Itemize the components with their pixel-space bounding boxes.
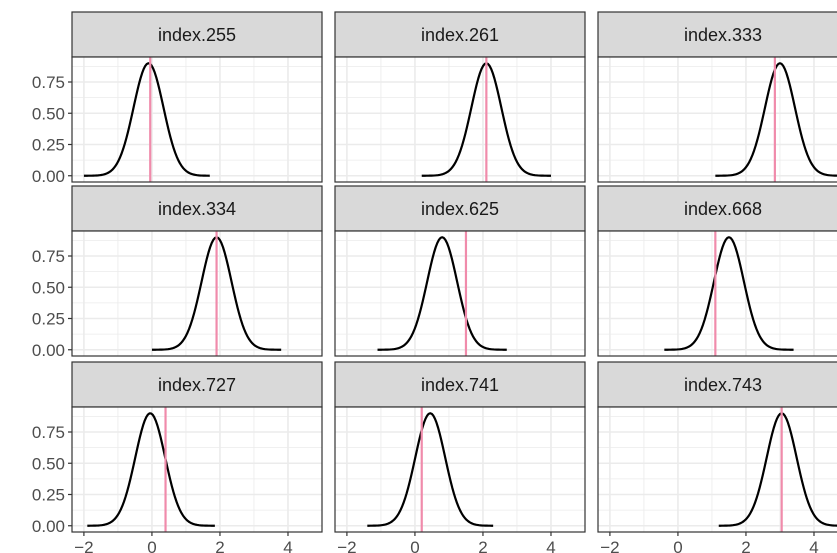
x-tick-label: 2 xyxy=(215,538,224,553)
y-tick-label: 0.00 xyxy=(32,167,65,186)
facet-strip-label: index.255 xyxy=(158,25,236,45)
x-tick-label: 2 xyxy=(741,538,750,553)
facet-strip-label: index.261 xyxy=(421,25,499,45)
x-tick-label: −2 xyxy=(74,538,93,553)
panel-background xyxy=(335,57,585,182)
facet-index-727: index.727 0.00 0.25 0.50 0.75 −2 0 2 4 xyxy=(32,362,322,553)
x-tick-label: 0 xyxy=(673,538,682,553)
y-tick-label: 0.75 xyxy=(32,423,65,442)
facet-strip-label: index.727 xyxy=(158,375,236,395)
y-tick-label: 0.00 xyxy=(32,517,65,536)
panel-background xyxy=(72,57,322,182)
y-tick-label: 0.00 xyxy=(32,341,65,360)
x-tick-label: −2 xyxy=(337,538,356,553)
facet-index-741: index.741 −2 0 2 4 xyxy=(335,362,585,553)
facet-index-333: index.333 xyxy=(598,12,837,182)
facet-strip-label: index.743 xyxy=(684,375,762,395)
x-tick-label: 0 xyxy=(147,538,156,553)
x-tick-label: 4 xyxy=(546,538,555,553)
y-tick-label: 0.50 xyxy=(32,454,65,473)
panel-background xyxy=(72,407,322,532)
facet-index-261: index.261 xyxy=(335,12,585,182)
facet-strip-label: index.334 xyxy=(158,199,236,219)
y-tick-label: 0.50 xyxy=(32,104,65,123)
y-tick-label: 0.25 xyxy=(32,310,65,329)
panel-background xyxy=(598,231,837,356)
x-tick-label: 0 xyxy=(410,538,419,553)
y-tick-label: 0.75 xyxy=(32,73,65,92)
panel-background xyxy=(598,407,837,532)
panel-background xyxy=(598,57,837,182)
facet-strip-label: index.625 xyxy=(421,199,499,219)
facet-index-334: index.334 0.00 0.25 0.50 0.75 xyxy=(32,186,322,360)
panel-background xyxy=(335,407,585,532)
panel-background xyxy=(72,231,322,356)
facet-index-743: index.743 −2 0 2 4 xyxy=(598,362,837,553)
x-tick-label: −2 xyxy=(600,538,619,553)
x-tick-label: 4 xyxy=(809,538,818,553)
facet-index-255: index.255 0.00 0.25 0.50 0.75 xyxy=(32,12,322,186)
facet-strip-label: index.333 xyxy=(684,25,762,45)
facet-index-668: index.668 xyxy=(598,186,837,356)
y-tick-label: 0.25 xyxy=(32,136,65,155)
y-tick-label: 0.75 xyxy=(32,247,65,266)
x-tick-label: 2 xyxy=(478,538,487,553)
facet-strip-label: index.668 xyxy=(684,199,762,219)
facet-index-625: index.625 xyxy=(335,186,585,356)
y-tick-label: 0.50 xyxy=(32,278,65,297)
x-tick-label: 4 xyxy=(283,538,292,553)
y-tick-label: 0.25 xyxy=(32,486,65,505)
facet-strip-label: index.741 xyxy=(421,375,499,395)
